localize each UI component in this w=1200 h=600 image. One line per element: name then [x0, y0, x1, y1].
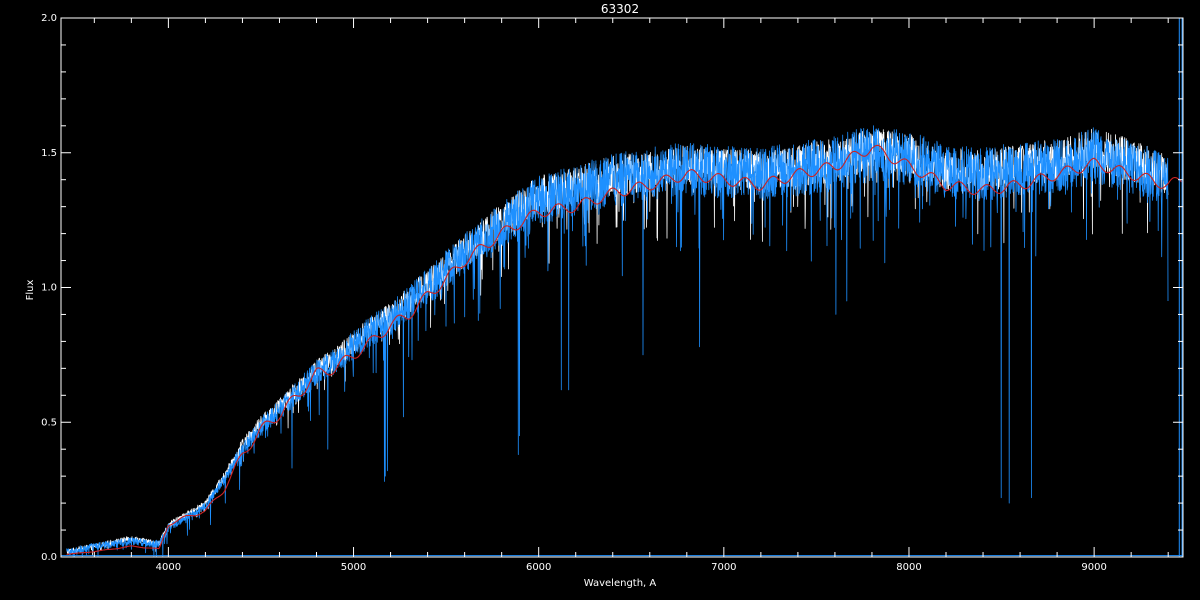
x-tick-label-4000: 4000 — [156, 562, 181, 573]
axes-layer: 4000 5000 6000 7000 8000 9000 0.0 0.5 1.0 1.5 2.0 — [41, 13, 1184, 573]
y-tick-label-0.0: 0.0 — [41, 552, 57, 563]
chart-title: 63302 — [601, 2, 639, 16]
series-line-model — [66, 125, 1169, 558]
x-tick-label-5000: 5000 — [341, 562, 366, 573]
x-tick-label-8000: 8000 — [896, 562, 921, 573]
series-line-smoothed — [66, 144, 1184, 555]
y-tick-label-2.0: 2.0 — [41, 13, 57, 24]
y-tick-label-0.5: 0.5 — [41, 417, 57, 428]
y-axis-title: Flux — [25, 280, 36, 301]
x-tick-label-6000: 6000 — [526, 562, 551, 573]
x-tick-label-7000: 7000 — [711, 562, 736, 573]
y-tick-label-1.0: 1.0 — [41, 283, 57, 294]
x-tick-label-9000: 9000 — [1081, 562, 1106, 573]
y-tick-label-1.5: 1.5 — [41, 148, 57, 159]
x-axis-title: Wavelength, A — [584, 578, 657, 589]
